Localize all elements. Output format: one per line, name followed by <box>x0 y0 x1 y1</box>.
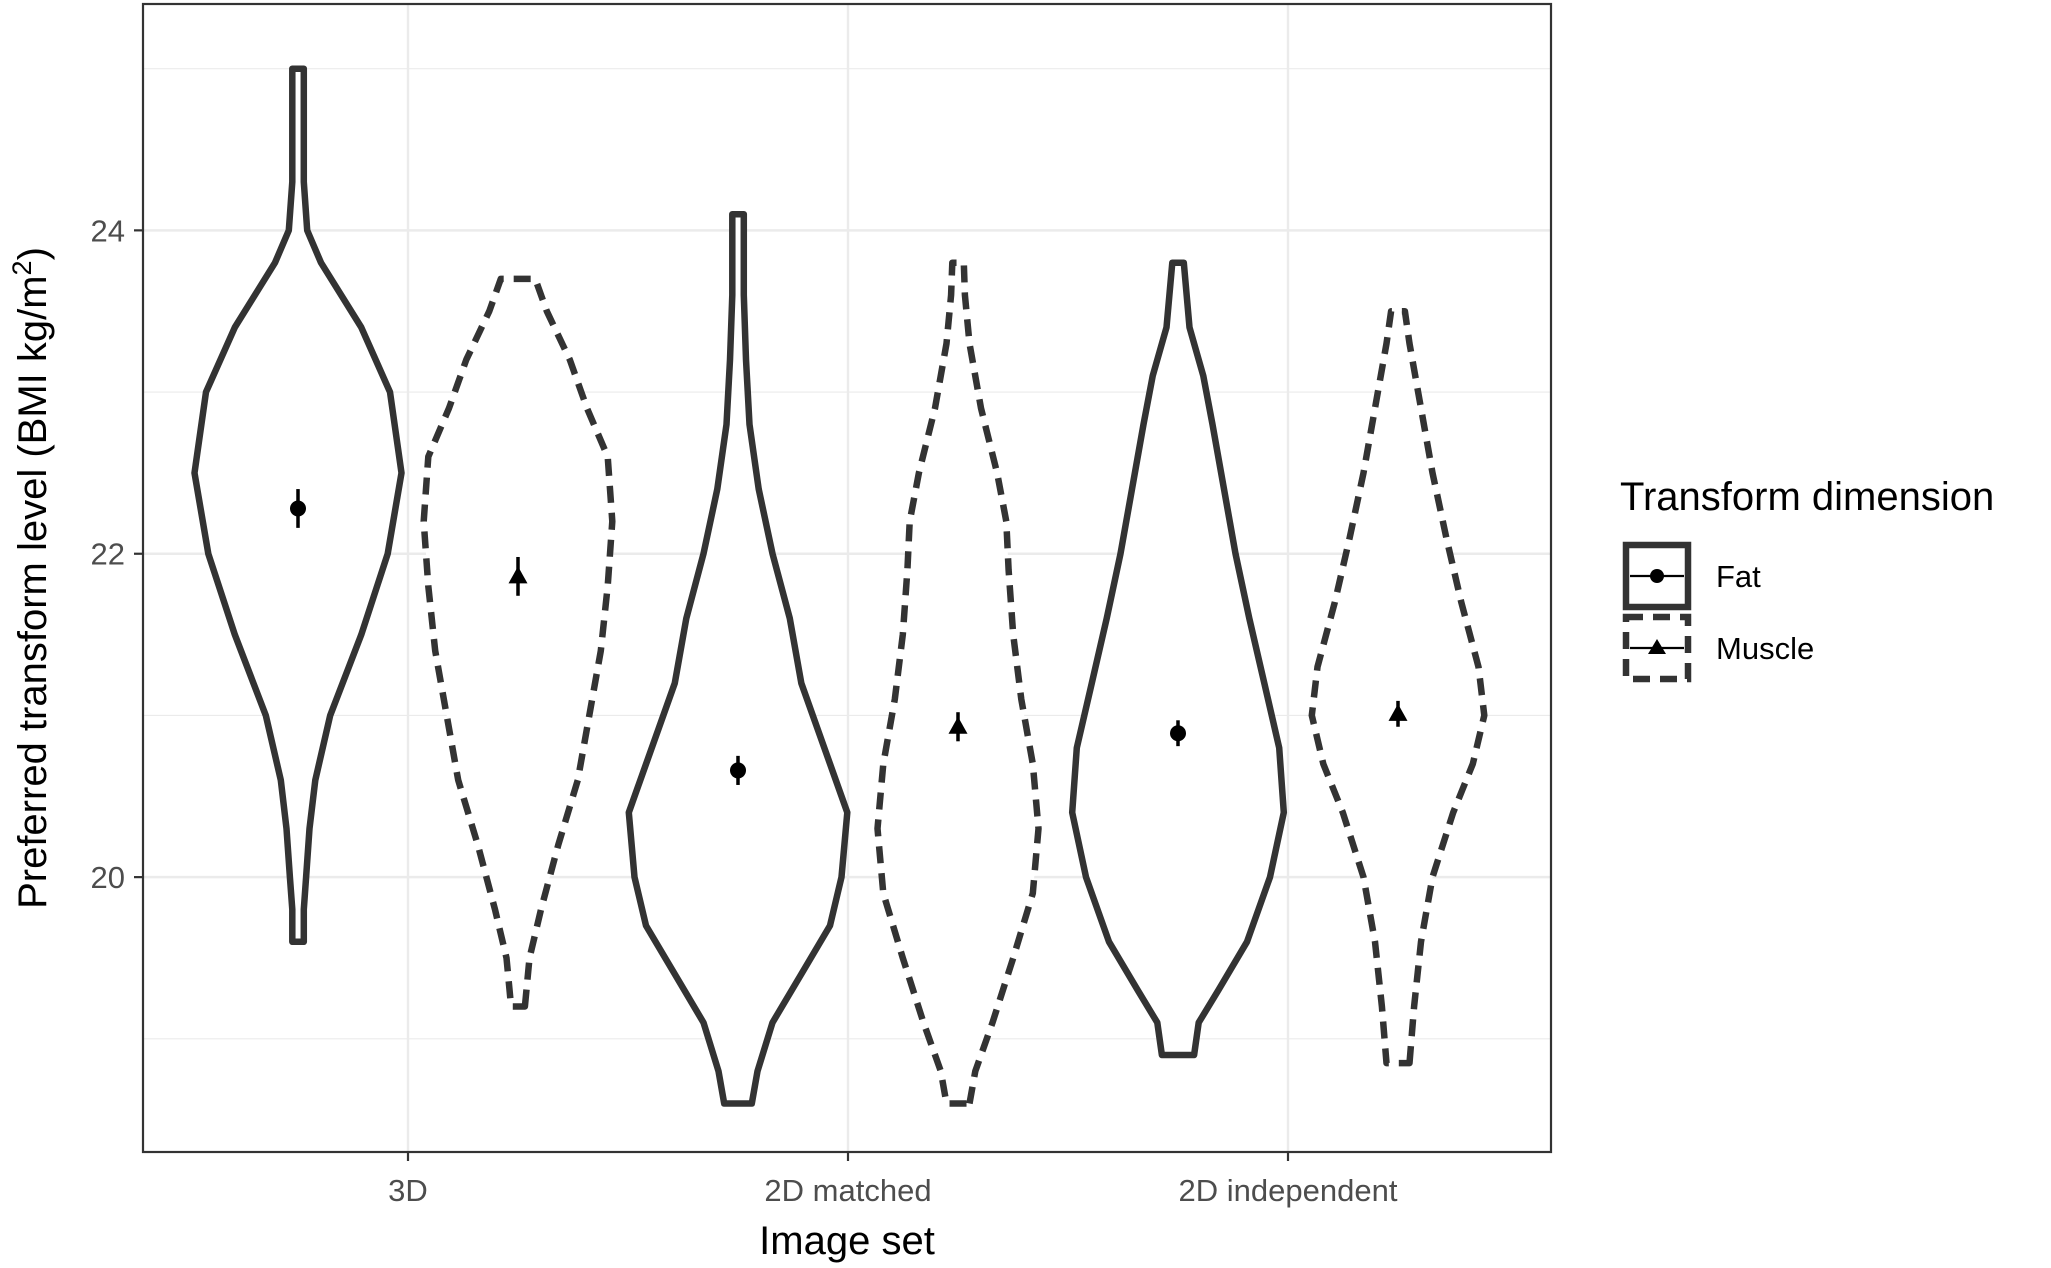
violin-fat-1 <box>625 210 851 1107</box>
mean-point-fat-2 <box>1170 725 1186 742</box>
x-axis-ticks: 3D 2D matched 2D independent <box>388 1152 1398 1208</box>
mean-points <box>290 489 1408 785</box>
x-tick-label: 2D matched <box>764 1173 931 1208</box>
mean-point-muscle-1 <box>948 716 968 734</box>
x-tick-label: 2D independent <box>1179 1173 1398 1208</box>
legend-label-muscle: Muscle <box>1716 631 1814 666</box>
y-axis-title-suffix: ) <box>11 247 55 260</box>
y-tick-label: 22 <box>91 537 125 572</box>
y-axis-title-superscript: 2 <box>7 260 37 275</box>
mean-point-muscle-2 <box>1388 703 1408 721</box>
legend-key-muscle <box>1622 613 1692 683</box>
y-axis-title-main: Preferred transform level (BMI kg/m <box>11 275 55 909</box>
mean-point-fat-1 <box>730 762 746 779</box>
legend-key-marker <box>1648 639 1666 654</box>
legend-entries: Fat Muscle <box>1622 541 1814 683</box>
legend-title: Transform dimension <box>1620 475 1994 519</box>
legend-key-marker <box>1650 569 1664 583</box>
x-axis-title: Image set <box>759 1219 935 1263</box>
legend: Transform dimension Fat Muscle <box>1620 475 1994 683</box>
mean-point-muscle-0 <box>508 566 528 584</box>
y-tick-label: 24 <box>91 213 125 248</box>
legend-label-fat: Fat <box>1716 559 1761 594</box>
y-axis-ticks: 20 22 24 <box>91 213 143 895</box>
violins <box>191 65 1488 1107</box>
y-axis-title: Preferred transform level (BMI kg/m2) <box>7 247 55 909</box>
violin-muscle-0 <box>420 275 616 1010</box>
x-tick-label: 3D <box>388 1173 428 1208</box>
legend-key-fat <box>1622 541 1692 611</box>
violin-fat-2 <box>1068 259 1288 1059</box>
violin-muscle-2 <box>1308 307 1488 1067</box>
violin-muscle-1 <box>874 259 1042 1107</box>
y-tick-label: 20 <box>91 860 125 895</box>
mean-point-fat-0 <box>290 500 306 517</box>
